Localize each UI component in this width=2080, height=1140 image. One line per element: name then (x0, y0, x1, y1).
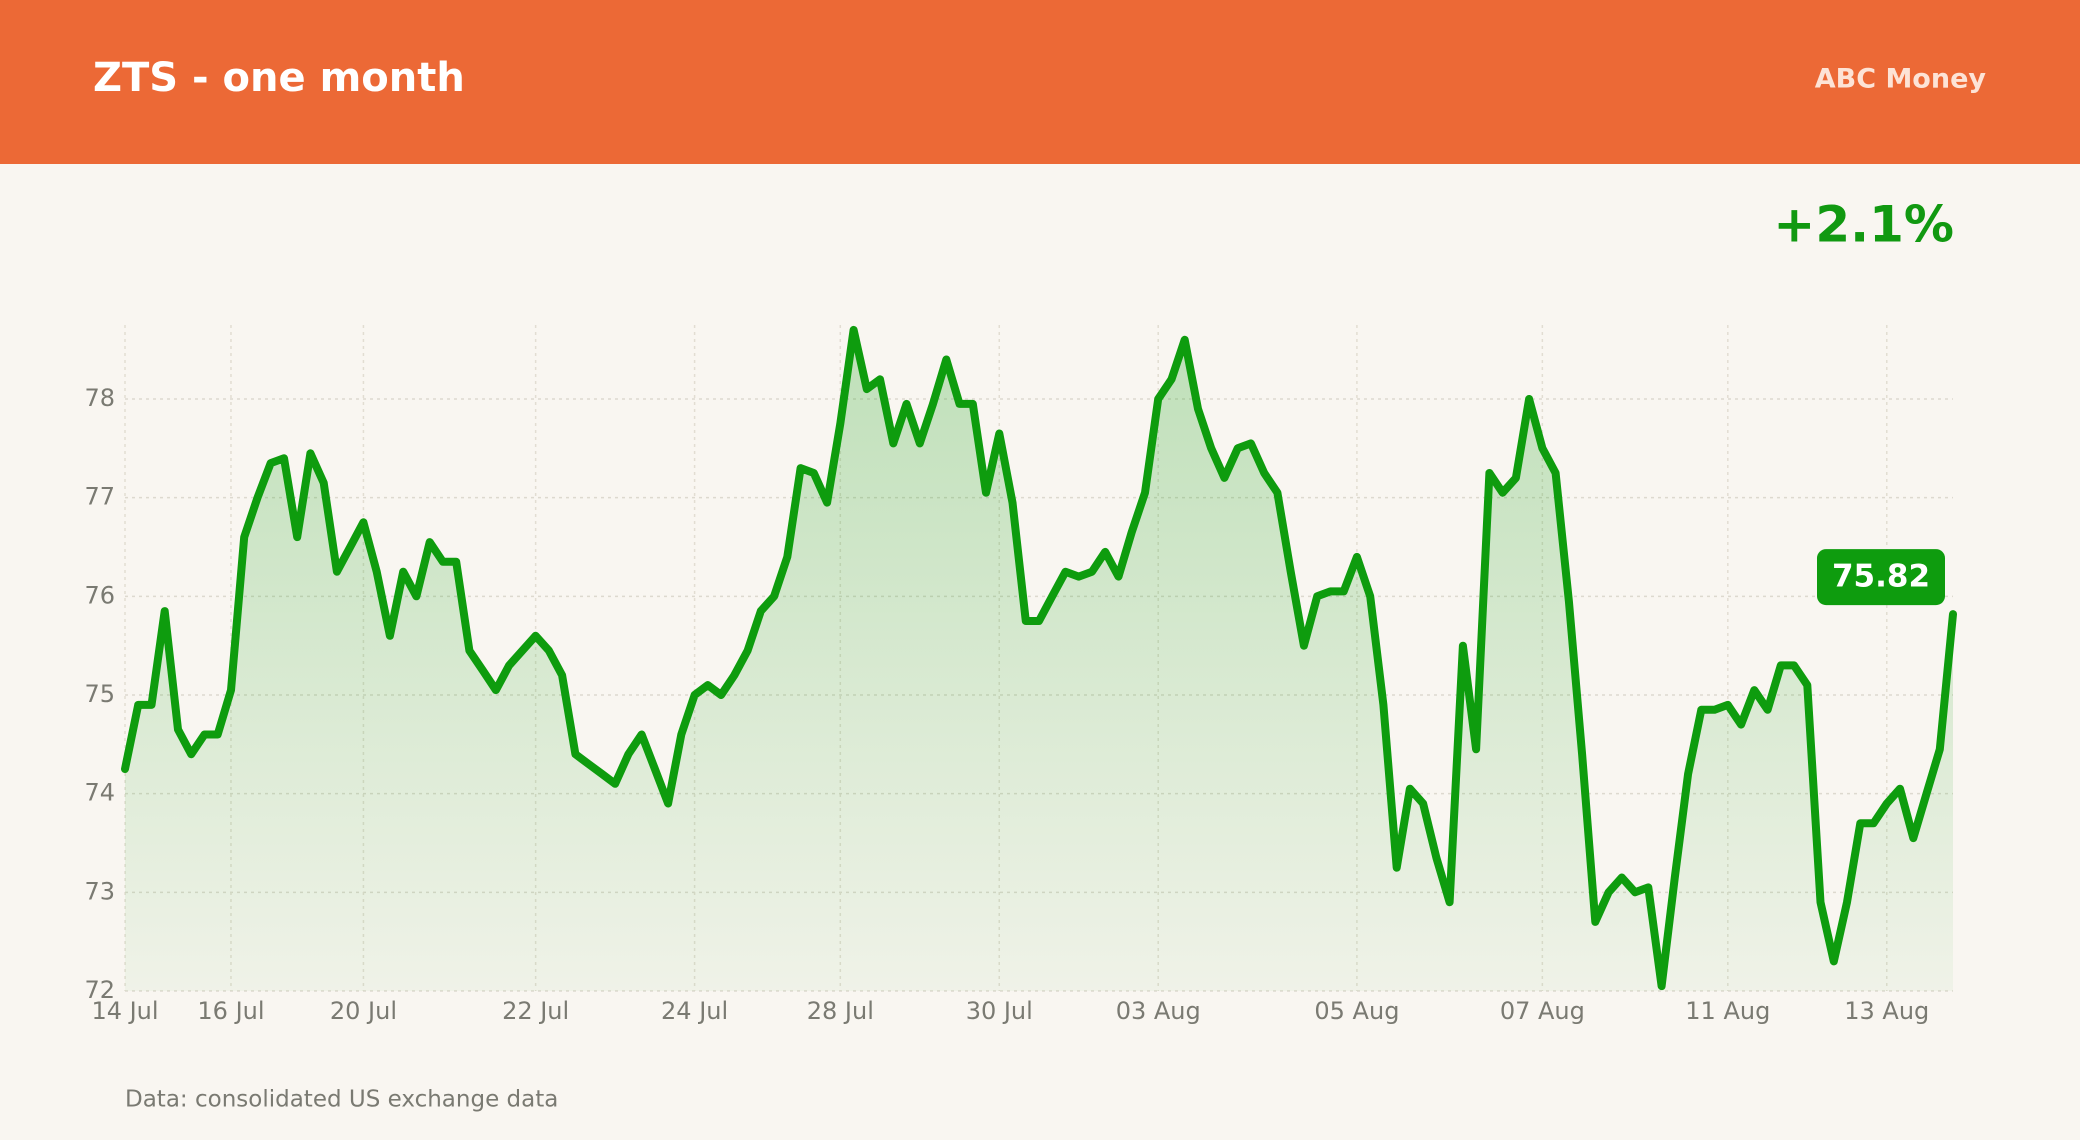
x-tick-label: 16 Jul (197, 997, 264, 1025)
x-tick-label: 22 Jul (502, 997, 569, 1025)
x-tick-label: 24 Jul (661, 997, 728, 1025)
y-tick-label: 72 (84, 976, 115, 1004)
area (125, 329, 1953, 991)
x-tick-label: 28 Jul (807, 997, 874, 1025)
chart-title: ZTS - one month (93, 55, 465, 101)
change: +2.1% (1773, 196, 1954, 254)
price-line (121, 325, 1957, 991)
publisher: ABC Money (1815, 64, 1987, 95)
y-tick-label: 78 (84, 384, 115, 412)
note: Data: consolidated US exchange data (125, 1087, 558, 1113)
x-tick-label: 05 Aug (1314, 997, 1399, 1025)
y-tick-label: 77 (84, 483, 115, 511)
y-tick-label: 74 (84, 779, 115, 807)
x-tick-label: 14 Jul (91, 997, 158, 1025)
x-tick-label: 03 Aug (1116, 997, 1201, 1025)
y-tick-label: 76 (84, 581, 115, 609)
x-tick-label: 30 Jul (966, 997, 1033, 1025)
x-tick-label: 07 Aug (1500, 997, 1585, 1025)
x-tick-label: 20 Jul (330, 997, 397, 1025)
x-tick-label: 13 Aug (1844, 997, 1929, 1025)
header-bar (0, 0, 2080, 164)
x-tick-label: 11 Aug (1685, 997, 1770, 1025)
last-value-label: 75.82 (1832, 559, 1930, 595)
last-value-badge (1817, 549, 1945, 606)
y-tick-label: 73 (84, 877, 115, 905)
y-tick-label: 75 (84, 680, 115, 708)
